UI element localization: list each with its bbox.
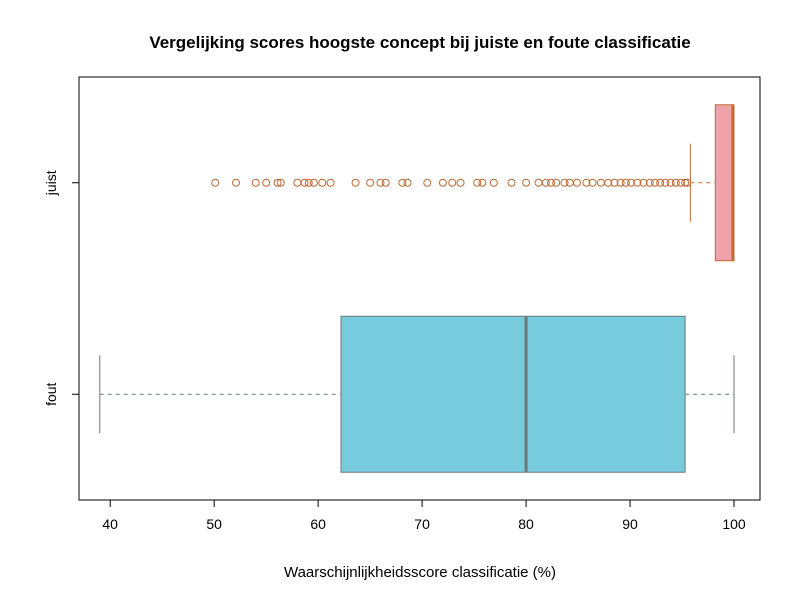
outlier-point (621, 178, 630, 187)
outlier-point (639, 178, 648, 187)
outlier-point (304, 178, 313, 187)
iqr-box-juist (714, 104, 735, 262)
outlier-point (565, 178, 574, 187)
outlier-point (251, 178, 260, 187)
iqr-box-fout (340, 315, 686, 473)
outlier-point (582, 178, 591, 187)
outlier-point (547, 178, 556, 187)
outlier-point (300, 178, 309, 187)
outlier-point (326, 178, 335, 187)
outlier-point (423, 178, 432, 187)
outlier-point (473, 178, 482, 187)
outlier-point (398, 178, 407, 187)
outlier-point (681, 178, 690, 187)
outlier-point (231, 178, 240, 187)
x-tick-label: 90 (622, 516, 638, 532)
outlier-point (645, 178, 654, 187)
outlier-point (650, 178, 659, 187)
outlier-point (276, 178, 285, 187)
outlier-point (627, 178, 636, 187)
outlier-point (683, 178, 692, 187)
outlier-point (560, 178, 569, 187)
outlier-point (661, 178, 670, 187)
outlier-point (666, 178, 675, 187)
outlier-point (671, 178, 680, 187)
box-fout (99, 315, 735, 473)
outlier-point (604, 178, 613, 187)
boxes-layer (99, 104, 735, 473)
x-tick-label: 40 (102, 516, 118, 532)
outlier-point (676, 178, 685, 187)
outlier-point (403, 178, 412, 187)
outlier-point (573, 178, 582, 187)
outlier-point (456, 178, 465, 187)
outlier-point (293, 178, 302, 187)
outlier-point (448, 178, 457, 187)
x-tick-label: 70 (414, 516, 430, 532)
outlier-point (211, 178, 220, 187)
y-tick-label-juist: juist (43, 170, 59, 196)
outlier-point (616, 178, 625, 187)
outlier-point (376, 178, 385, 187)
outlier-point (273, 178, 282, 187)
outlier-point (588, 178, 597, 187)
outlier-point (507, 178, 516, 187)
outlier-point (318, 178, 327, 187)
box-juist (211, 104, 735, 262)
outlier-point (489, 178, 498, 187)
outlier-point (478, 178, 487, 187)
y-axis: fout juist (43, 170, 80, 406)
x-tick-label: 80 (518, 516, 534, 532)
outlier-point (633, 178, 642, 187)
outlier-point (552, 178, 561, 187)
outlier-point (381, 178, 390, 187)
chart-title: Vergelijking scores hoogste concept bij … (149, 33, 690, 52)
outlier-point (522, 178, 531, 187)
outlier-point (596, 178, 605, 187)
outlier-point (366, 178, 375, 187)
outlier-point (351, 178, 360, 187)
outlier-point (438, 178, 447, 187)
x-axis-label: Waarschijnlijkheidsscore classificatie (… (284, 564, 556, 581)
outlier-point (309, 178, 318, 187)
outlier-point (656, 178, 665, 187)
x-tick-label: 100 (722, 516, 746, 532)
outlier-point (262, 178, 271, 187)
outlier-point (534, 178, 543, 187)
x-axis: 40 50 60 70 80 90 100 (102, 499, 746, 532)
x-tick-label: 60 (310, 516, 326, 532)
y-tick-label-fout: fout (43, 382, 59, 405)
outlier-point (541, 178, 550, 187)
outlier-point (610, 178, 619, 187)
x-tick-label: 50 (206, 516, 222, 532)
